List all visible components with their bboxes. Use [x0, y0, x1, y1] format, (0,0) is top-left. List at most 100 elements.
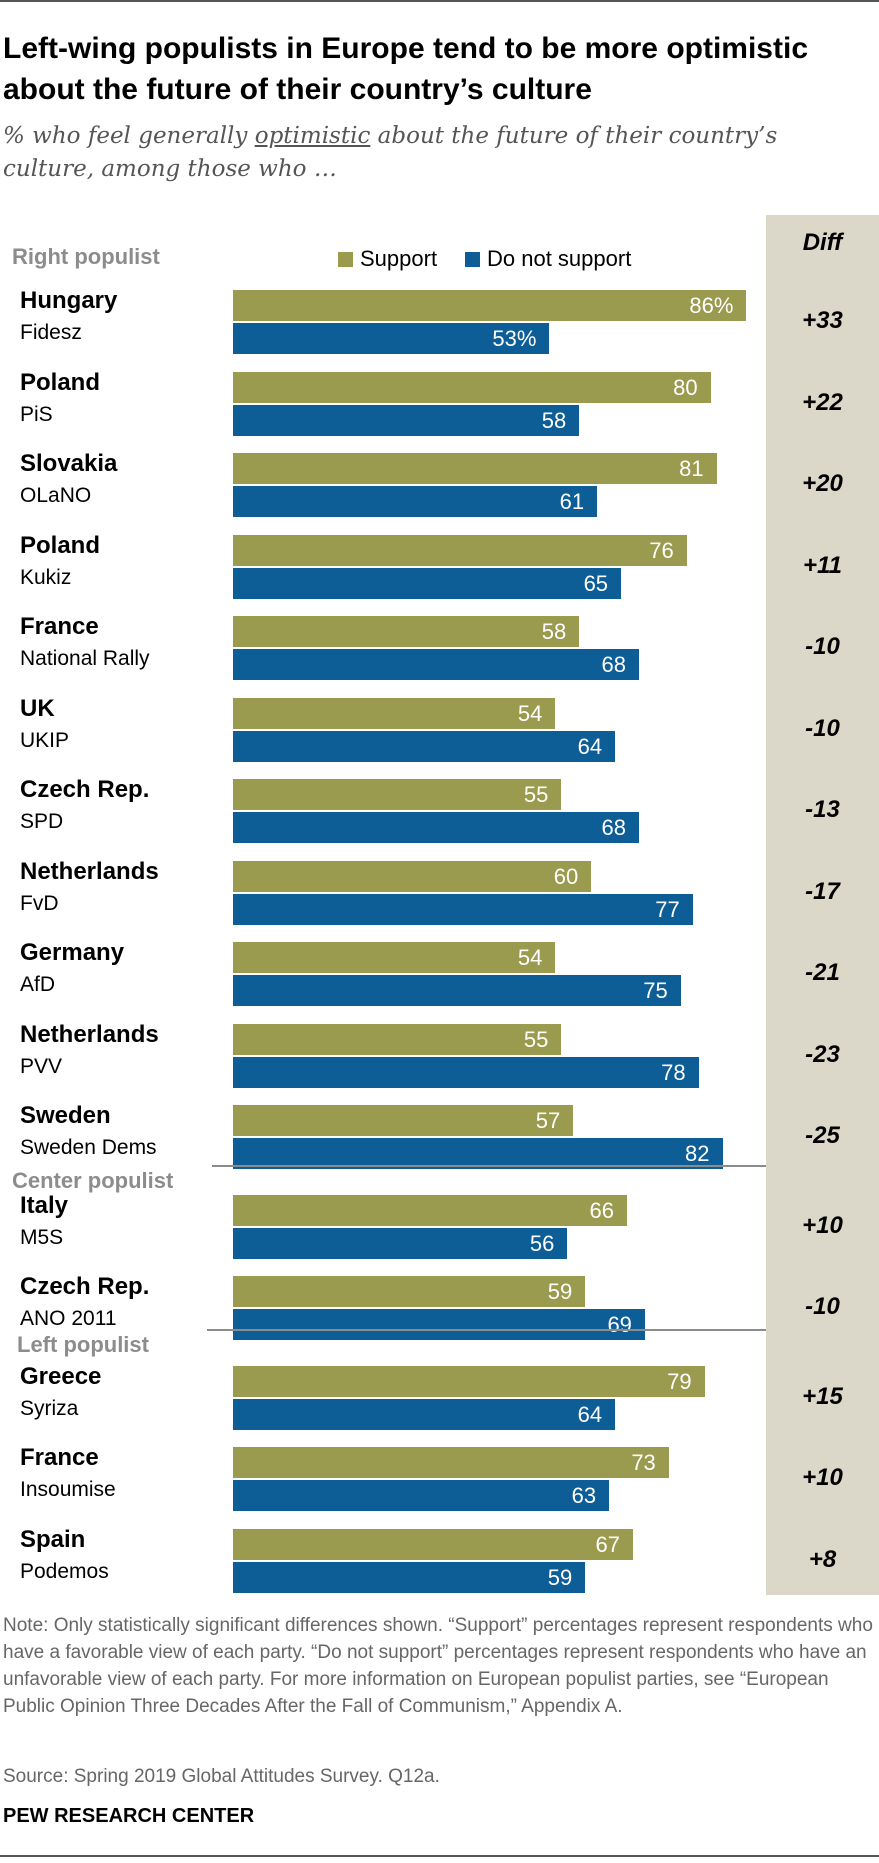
bar-not-support: 77 [233, 893, 693, 925]
bar-not-support: 75 [233, 975, 681, 1006]
diff-value: +8 [808, 1545, 837, 1573]
chart-title: Left-wing populists in Europe tend to be… [3, 32, 809, 106]
bar-not-support: 78 [233, 1056, 699, 1088]
diff-value: -10 [805, 1293, 840, 1320]
bar-support-value: 54 [517, 700, 543, 726]
bar-support-value: 86% [689, 293, 734, 318]
party-label: Syriza [20, 1396, 79, 1420]
country-label: Spain [20, 1525, 86, 1553]
legend-support: Support [338, 246, 437, 272]
party-label: SPD [20, 810, 64, 833]
group-label: Center populist [12, 1168, 174, 1193]
diff-value: -17 [805, 877, 840, 905]
bar-support: 55 [233, 779, 562, 810]
bottom-rule [0, 1855, 879, 1857]
bar-not-support: 82 [233, 1138, 723, 1169]
bar-not-support: 53% [233, 323, 550, 354]
bar-support: 66 [233, 1194, 628, 1226]
subtitle-emphasis: optimistic [254, 123, 371, 149]
group-separator [212, 1165, 766, 1167]
top-rule [0, 0, 879, 2]
footer-source: Source: Spring 2019 Global Attitudes Sur… [3, 1766, 440, 1787]
bar-support: 60 [233, 860, 592, 892]
country-label: Greece [20, 1362, 102, 1390]
diff-value: +15 [802, 1382, 843, 1410]
country-label: Netherlands [20, 857, 159, 885]
bar-support: 55 [233, 1023, 562, 1055]
bar-not-support: 58 [233, 404, 580, 436]
bar-not-support-value: 68 [601, 815, 626, 840]
legend-not-support: Do not support [465, 246, 631, 272]
bar-not-support-value: 77 [655, 896, 680, 922]
subtitle-post: about the future of their country’s cult… [3, 123, 778, 182]
country-label: Hungary [20, 287, 118, 314]
diff-value: +33 [802, 307, 843, 334]
country-label: Poland [20, 368, 101, 396]
bar-support: 54 [233, 942, 556, 973]
diff-value: +10 [802, 1211, 843, 1239]
country-label: Czech Rep. [20, 1273, 150, 1300]
country-label: Slovakia [20, 450, 118, 477]
bar-support-value: 76 [649, 537, 674, 563]
diff-column-band [766, 215, 879, 1595]
bar-support-value: 60 [553, 863, 579, 889]
bar-not-support-value: 68 [601, 652, 626, 677]
bar-support: 54 [233, 697, 556, 729]
party-label: Fidesz [20, 321, 82, 344]
diff-value: -10 [805, 633, 840, 660]
bar-support-value: 73 [631, 1450, 656, 1475]
legend-support-swatch [338, 251, 353, 267]
bar-support: 86% [233, 290, 747, 321]
bar-support-value: 81 [679, 456, 704, 481]
bar-not-support-value: 59 [547, 1564, 573, 1590]
country-label: Italy [20, 1191, 69, 1219]
party-label: FvD [20, 891, 59, 915]
bar-not-support: 64 [233, 1398, 616, 1430]
bar-support: 57 [233, 1105, 574, 1136]
bar-not-support: 63 [233, 1480, 610, 1511]
bar-support-value: 54 [517, 945, 543, 970]
country-label: France [20, 613, 99, 640]
bar-not-support: 61 [233, 486, 598, 517]
bar-not-support: 65 [233, 567, 622, 599]
bar-support-value: 55 [523, 782, 549, 807]
bar-support: 81 [233, 453, 717, 484]
bar-not-support-value: 61 [559, 489, 585, 514]
party-label: Insoumise [20, 1478, 116, 1501]
diff-column-header: Diff [802, 229, 843, 256]
bar-not-support-value: 58 [541, 407, 567, 433]
bar-support-value: 79 [667, 1368, 692, 1394]
bar-not-support-value: 69 [607, 1312, 632, 1337]
party-label: M5S [20, 1225, 64, 1249]
legend-support-label: Support [360, 246, 438, 271]
diff-value: -13 [805, 796, 840, 823]
legend-not-support-label: Do not support [487, 246, 632, 271]
bar-not-support-value: 65 [583, 570, 609, 596]
bar-not-support-value: 53% [492, 326, 537, 351]
country-label: Poland [20, 531, 101, 559]
bar-not-support: 68 [233, 812, 639, 843]
diff-value: +11 [803, 551, 842, 579]
bar-support-value: 59 [547, 1279, 573, 1304]
bar-support-value: 57 [535, 1108, 561, 1133]
bar-not-support-value: 75 [643, 978, 668, 1003]
bar-support-value: 66 [589, 1197, 615, 1223]
country-label: Sweden [20, 1102, 111, 1129]
diff-value: +22 [802, 388, 843, 416]
bar-not-support: 68 [233, 649, 639, 680]
bar-not-support-value: 64 [577, 733, 603, 759]
party-label: UKIP [20, 728, 70, 752]
bar-not-support: 56 [233, 1227, 568, 1259]
bar-not-support-value: 64 [577, 1401, 603, 1427]
diff-value: -25 [805, 1122, 840, 1149]
bar-support: 73 [233, 1447, 669, 1478]
subtitle-pre: % who feel generally [3, 123, 255, 149]
bar-support: 67 [233, 1528, 633, 1560]
country-label: Czech Rep. [20, 776, 150, 803]
diff-value: +10 [802, 1464, 843, 1491]
party-label: OLaNO [20, 484, 92, 507]
party-label: National Rally [20, 647, 150, 670]
bar-support-value: 55 [523, 1026, 549, 1052]
group-label: Right populist [12, 244, 160, 269]
group-label: Left populist [17, 1332, 149, 1357]
